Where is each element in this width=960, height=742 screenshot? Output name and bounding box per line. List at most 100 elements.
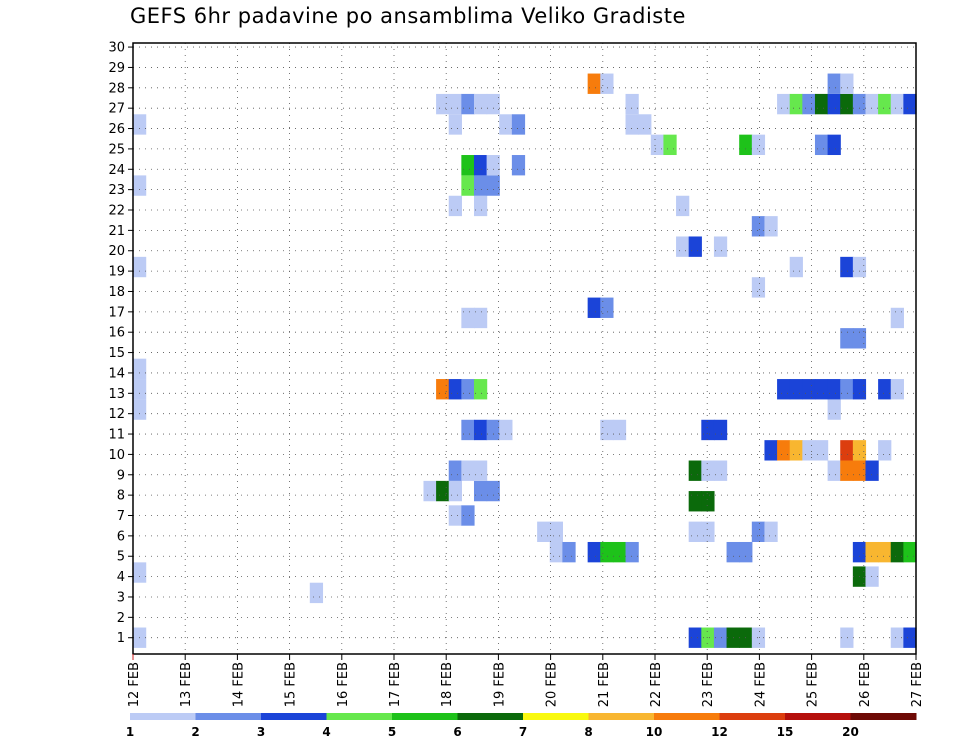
cell-38: [486, 419, 500, 441]
cell-130: [865, 566, 879, 587]
y-tick-label-14: 14: [108, 366, 125, 381]
cell-31: [473, 379, 488, 400]
x-tick-label-8: 20 FEB: [545, 662, 560, 707]
cell-10: [436, 480, 450, 502]
y-tick-label-2: 2: [117, 611, 125, 626]
colorbar-swatch-2: [261, 713, 327, 720]
cell-120: [840, 93, 854, 115]
cell-136: [878, 379, 892, 400]
cell-23: [461, 379, 475, 400]
y-tick-label-19: 19: [108, 265, 125, 280]
cell-102: [802, 379, 816, 400]
colorbar-label-2: 2: [191, 725, 199, 739]
cell-27: [461, 93, 475, 115]
y-tick-label-9: 9: [117, 468, 125, 483]
cell-55: [600, 297, 614, 318]
x-tick-label-13: 25 FEB: [806, 662, 821, 707]
cell-107: [814, 93, 829, 115]
colorbar-swatch-3: [326, 713, 393, 720]
cell-145: [903, 93, 917, 115]
x-tick-label-3: 15 FEB: [284, 662, 299, 707]
cell-123: [852, 541, 867, 563]
colorbar-swatch-0: [130, 713, 196, 720]
cell-68: [688, 521, 702, 542]
cell-69: [688, 491, 702, 512]
cell-98: [789, 379, 803, 400]
colorbar-label-5: 5: [388, 725, 396, 739]
cell-135: [878, 440, 892, 461]
cell-37: [486, 480, 500, 502]
cell-39: [486, 175, 500, 196]
y-tick-label-26: 26: [108, 122, 125, 137]
cell-72: [701, 627, 715, 648]
x-tick-label-6: 18 FEB: [440, 662, 455, 707]
cell-104: [814, 440, 829, 461]
cell-14: [448, 480, 462, 502]
colorbar-label-7: 7: [519, 725, 527, 739]
cells-layer: [133, 73, 917, 648]
x-tick-label-1: 13 FEB: [179, 662, 194, 707]
colorbar-swatch-4: [392, 713, 458, 720]
x-tick-label-10: 22 FEB: [649, 662, 664, 707]
cell-76: [701, 419, 715, 441]
y-tick-label-8: 8: [117, 489, 125, 504]
cell-15: [448, 460, 462, 481]
cell-53: [600, 541, 614, 563]
x-tick-label-12: 24 FEB: [753, 662, 768, 707]
cell-85: [739, 134, 753, 156]
cell-63: [650, 134, 665, 156]
y-tick-label-20: 20: [108, 244, 125, 259]
cell-113: [827, 73, 841, 94]
cell-93: [764, 216, 778, 237]
cell-64: [663, 134, 677, 156]
cell-95: [777, 379, 791, 400]
cell-22: [461, 419, 475, 441]
cell-49: [562, 541, 576, 563]
cell-54: [600, 419, 614, 441]
cell-144: [903, 541, 917, 563]
y-tick-label-29: 29: [108, 61, 125, 76]
cell-77: [713, 627, 728, 648]
cell-106: [814, 134, 829, 156]
cell-33: [473, 195, 488, 217]
cell-110: [827, 379, 841, 400]
cell-4: [133, 358, 147, 380]
y-tick-label-28: 28: [108, 81, 125, 96]
cell-100: [789, 93, 803, 115]
x-axis: 12 FEB 13 FEB 14 FEB 15 FEB 16 FEB 17 FEB 18 F…: [127, 654, 925, 707]
cell-86: [751, 627, 766, 648]
colorbar-label-1: 1: [126, 725, 134, 739]
cell-128: [852, 256, 867, 278]
y-tick-label-3: 3: [117, 590, 125, 605]
colorbar-label-8: 8: [584, 725, 592, 739]
y-axis: 1234567891011121314151617181920212223242…: [108, 41, 133, 646]
colorbar-swatch-5: [457, 713, 524, 720]
cell-97: [789, 440, 803, 461]
cell-18: [448, 114, 462, 135]
cell-117: [840, 379, 854, 400]
cell-42: [499, 419, 513, 441]
cell-56: [600, 73, 614, 94]
cell-103: [802, 93, 816, 115]
cell-19: [448, 93, 462, 115]
cell-112: [827, 93, 841, 115]
cell-11: [436, 379, 450, 400]
y-tick-label-7: 7: [117, 509, 125, 524]
cell-101: [802, 440, 816, 461]
colorbar-swatch-8: [654, 713, 720, 720]
cell-66: [676, 195, 690, 217]
y-tick-label-22: 22: [108, 204, 125, 219]
cell-143: [903, 627, 917, 648]
cell-61: [625, 93, 639, 115]
cell-26: [461, 155, 475, 176]
cell-41: [486, 93, 500, 115]
cell-48: [549, 521, 563, 542]
colorbar-swatch-7: [588, 713, 655, 720]
colorbar-swatch-6: [523, 713, 589, 720]
cell-12: [436, 93, 450, 115]
cell-78: [713, 460, 728, 481]
cell-8: [309, 582, 324, 604]
y-tick-label-15: 15: [108, 346, 125, 361]
x-tick-label-15: 27 FEB: [910, 662, 925, 707]
